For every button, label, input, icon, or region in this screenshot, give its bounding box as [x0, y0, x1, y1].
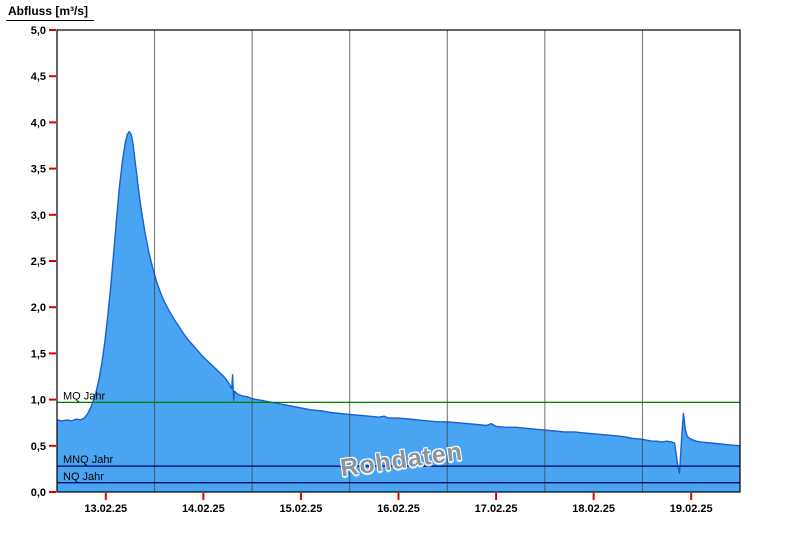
- y-tick-label: 1,5: [31, 348, 46, 360]
- x-tick-label: 14.02.25: [182, 503, 225, 515]
- y-tick-label: 3,5: [31, 164, 46, 176]
- y-tick-label: 5,0: [31, 25, 46, 37]
- x-tick-label: 19.02.25: [670, 503, 713, 515]
- reference-label-mnq-jahr: MNQ Jahr: [63, 454, 113, 466]
- x-tick-label: 15.02.25: [280, 503, 323, 515]
- y-tick-label: 0,5: [31, 441, 46, 453]
- y-tick-label: 4,5: [31, 71, 46, 83]
- x-tick-label: 18.02.25: [572, 503, 615, 515]
- chart-title: Abfluss [m³/s]: [6, 4, 95, 21]
- x-tick-label: 13.02.25: [84, 503, 127, 515]
- y-tick-label: 3,0: [31, 210, 46, 222]
- x-tick-label: 17.02.25: [475, 503, 518, 515]
- discharge-curve: [56, 130, 741, 475]
- y-tick-label: 1,0: [31, 395, 46, 407]
- y-tick-label: 0,0: [31, 487, 46, 499]
- x-tick-label: 16.02.25: [377, 503, 420, 515]
- reference-label-nq-jahr: NQ Jahr: [63, 471, 104, 483]
- discharge-area: [57, 131, 740, 492]
- y-tick-label: 2,0: [31, 302, 46, 314]
- reference-label-mq-jahr: MQ Jahr: [63, 390, 106, 402]
- y-tick-label: 4,0: [31, 117, 46, 129]
- plot-border: [56, 29, 741, 493]
- y-tick-label: 2,5: [31, 256, 46, 268]
